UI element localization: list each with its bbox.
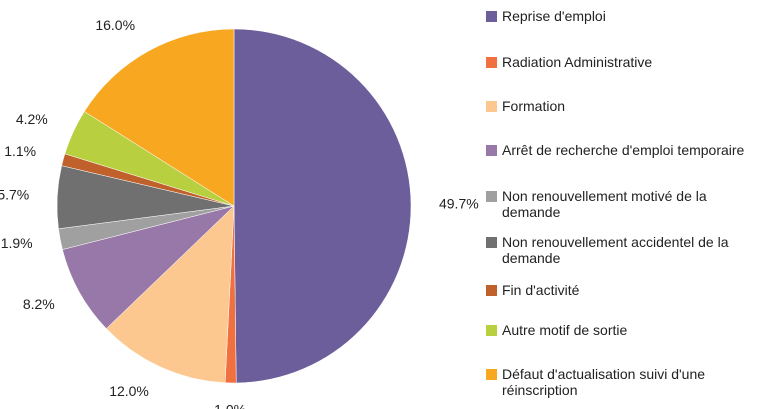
legend-swatch <box>486 101 497 112</box>
legend-label: Arrêt de recherche d'emploi temporaire <box>502 142 745 158</box>
legend-label: Reprise d'emploi <box>502 8 606 24</box>
legend-label: Formation <box>502 98 566 114</box>
data-label: 5.7% <box>0 186 29 202</box>
legend-item: Non renouvellement motivé de la demande <box>486 188 756 220</box>
legend-item: Autre motif de sortie <box>486 322 756 338</box>
data-label: 1.1% <box>4 143 36 159</box>
data-label: 49.7% <box>439 195 479 211</box>
pie-slice <box>233 28 412 384</box>
data-label: 4.2% <box>16 111 48 127</box>
legend-item: Radiation Administrative <box>486 54 756 70</box>
legend-item: Fin d'activité <box>486 282 756 298</box>
legend-label: Non renouvellement motivé de la demande <box>502 188 707 220</box>
data-label: 12.0% <box>109 383 149 399</box>
legend-item: Arrêt de recherche d'emploi temporaire <box>486 142 756 158</box>
legend-item: Reprise d'emploi <box>486 8 756 24</box>
legend-swatch <box>486 57 497 68</box>
pie-slice <box>84 28 235 207</box>
data-label: 1.0% <box>214 402 246 409</box>
legend-swatch <box>486 369 497 380</box>
legend-swatch <box>486 325 497 336</box>
data-label: 16.0% <box>95 17 135 33</box>
data-label: 8.2% <box>23 296 55 312</box>
legend-swatch <box>486 145 497 156</box>
data-label: 1.9% <box>1 235 33 251</box>
pie-slice <box>62 205 235 329</box>
legend-label: Radiation Administrative <box>502 54 653 70</box>
legend-label: Défaut d'actualisation suivi d'une réins… <box>502 366 706 398</box>
legend-swatch <box>486 237 497 248</box>
legend-item: Défaut d'actualisation suivi d'une réins… <box>486 366 756 398</box>
legend-label: Autre motif de sortie <box>502 322 628 338</box>
pie-slice <box>105 205 235 384</box>
legend-item: Formation <box>486 98 756 114</box>
legend-label: Non renouvellement accidentel de la dema… <box>502 234 729 266</box>
legend-swatch <box>486 191 497 202</box>
legend-swatch <box>486 11 497 22</box>
legend-swatch <box>486 285 497 296</box>
legend-item: Non renouvellement accidentel de la dema… <box>486 234 756 266</box>
legend-label: Fin d'activité <box>502 282 580 298</box>
